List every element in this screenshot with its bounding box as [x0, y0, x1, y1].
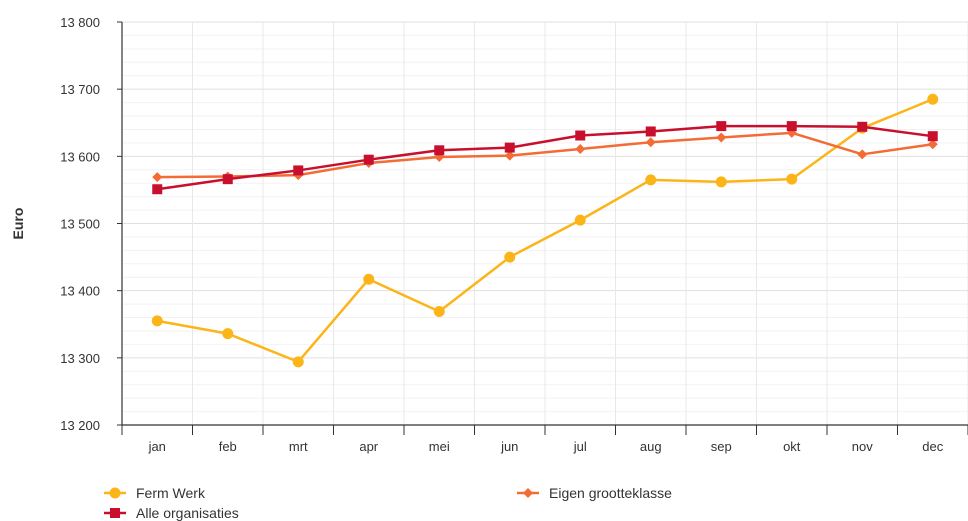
series-ferm-werk	[151, 93, 939, 368]
y-tick-label: 13 700	[60, 82, 100, 97]
legend-label: Eigen grootteklasse	[549, 485, 672, 501]
data-point	[716, 132, 727, 143]
y-tick-label: 13 500	[60, 217, 100, 232]
data-point	[363, 273, 375, 285]
data-point	[645, 137, 656, 148]
x-tick-label: okt	[783, 439, 801, 454]
data-point	[504, 150, 515, 161]
chart-legend: Ferm Werk Eigen grootteklasse Alle organis…	[104, 485, 672, 521]
data-point	[504, 251, 516, 263]
data-point	[786, 173, 798, 185]
data-point	[927, 139, 938, 150]
x-tick-label: aug	[640, 439, 662, 454]
x-tick-label: sep	[711, 439, 732, 454]
legend-marker	[523, 488, 533, 498]
legend-item: Alle organisaties	[104, 505, 239, 521]
legend-label: Alle organisaties	[136, 505, 239, 521]
data-point	[504, 142, 515, 153]
data-point	[292, 356, 304, 368]
data-point	[575, 130, 586, 141]
y-tick-label: 13 200	[60, 418, 100, 433]
x-tick-label: apr	[359, 439, 378, 454]
series-line	[157, 131, 933, 179]
y-tick-label: 13 800	[60, 15, 100, 30]
data-point	[151, 315, 163, 327]
x-tick-label: feb	[219, 439, 237, 454]
data-point	[927, 131, 938, 142]
data-point	[645, 126, 656, 137]
y-tick-label: 13 300	[60, 351, 100, 366]
data-point	[857, 149, 868, 160]
y-axis-title: Euro	[10, 208, 26, 240]
data-point	[786, 121, 797, 132]
chart-axes: 13 200 13 300 13 400 13 500 13 600 13 700 13 8…	[10, 15, 968, 454]
series-line	[157, 124, 933, 191]
chart-series	[151, 93, 939, 368]
x-tick-label: mei	[429, 439, 450, 454]
data-point	[857, 121, 868, 132]
x-tick-label: nov	[852, 439, 873, 454]
series-line	[157, 98, 934, 364]
data-point	[433, 305, 445, 317]
x-tick-label: dec	[922, 439, 943, 454]
x-tick-label: jun	[500, 439, 518, 454]
y-tick-label: 13 600	[60, 149, 100, 164]
data-point	[575, 143, 586, 154]
y-tick-label: 13 400	[60, 284, 100, 299]
data-point	[363, 154, 374, 165]
data-point	[222, 174, 233, 185]
legend-item: Eigen grootteklasse	[517, 485, 672, 501]
data-point	[715, 176, 727, 188]
data-point	[645, 174, 657, 186]
data-point	[574, 214, 586, 226]
data-point	[152, 184, 163, 195]
data-point	[434, 145, 445, 156]
legend-item: Ferm Werk	[104, 485, 206, 501]
data-point	[152, 172, 163, 183]
x-tick-label: jan	[148, 439, 166, 454]
chart-grid	[122, 21, 968, 425]
x-tick-label: mrt	[289, 439, 308, 454]
legend-marker	[110, 508, 120, 518]
legend-label: Ferm Werk	[136, 485, 206, 501]
legend-marker	[109, 487, 121, 499]
data-point	[716, 121, 727, 132]
data-point	[927, 93, 939, 105]
series-alle-organisaties	[152, 121, 938, 195]
data-point	[222, 328, 234, 340]
data-point	[293, 165, 304, 176]
x-tick-label: jul	[573, 439, 587, 454]
